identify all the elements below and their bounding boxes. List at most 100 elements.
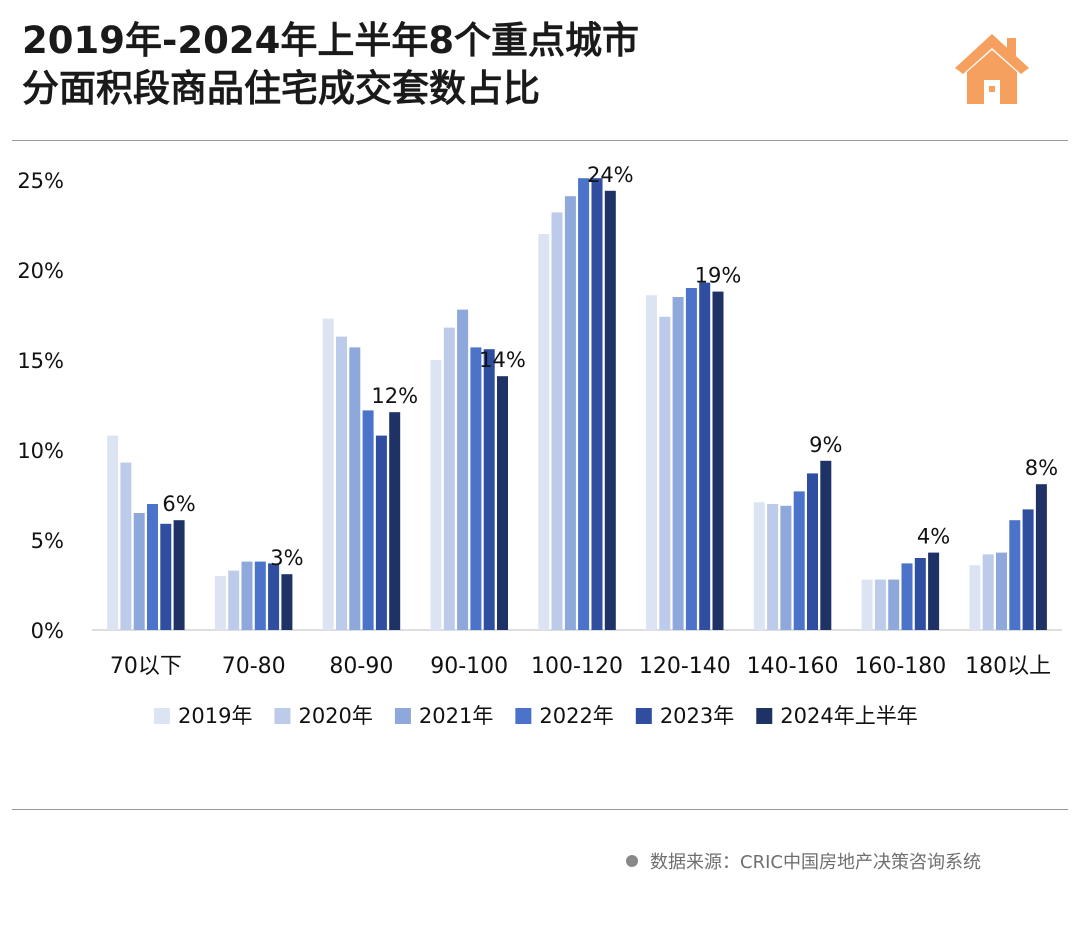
bar — [1035, 484, 1047, 630]
bar — [120, 462, 132, 630]
y-tick-label: 0% — [31, 619, 64, 643]
bar — [147, 504, 158, 630]
bar — [483, 349, 495, 630]
data-label: 24% — [587, 163, 634, 187]
bar — [888, 579, 900, 630]
legend: 2019年 2020年 2021年 2022年 2023年 2024年上半年 — [154, 704, 918, 728]
bar — [497, 376, 508, 630]
bar — [659, 316, 671, 630]
bottom-divider — [12, 809, 1068, 810]
bar — [699, 282, 711, 630]
bullet-icon — [626, 855, 638, 867]
top-divider — [12, 140, 1068, 141]
x-tick-label: 90-100 — [430, 654, 508, 679]
y-tick-label: 10% — [17, 439, 64, 463]
bar — [430, 360, 442, 630]
bar — [793, 491, 805, 630]
legend-label: 2023年 — [660, 704, 734, 728]
bar — [901, 563, 913, 630]
bar — [820, 460, 832, 630]
bar — [982, 554, 994, 630]
bar — [646, 295, 657, 630]
bar — [268, 563, 280, 630]
bar — [241, 561, 253, 630]
x-tick-label: 160-180 — [854, 654, 946, 679]
page-title-line-2: 分面积段商品住宅成交套数占比 — [22, 67, 540, 110]
legend-label: 2022年 — [539, 704, 613, 728]
data-label: 9% — [809, 433, 842, 457]
x-tick-label: 100-120 — [531, 654, 623, 679]
bar — [133, 513, 145, 630]
bar — [861, 579, 873, 630]
source-note: 数据来源：CRIC中国房地产决策咨询系统 — [626, 848, 981, 874]
bar — [564, 196, 576, 630]
y-tick-label: 15% — [17, 349, 64, 373]
source-text: 数据来源：CRIC中国房地产决策咨询系统 — [650, 852, 981, 873]
page-title-line-1: 2019年-2024年上半年8个重点城市 — [22, 19, 640, 62]
bar — [349, 347, 361, 630]
legend-swatch — [515, 708, 532, 724]
y-axis: 0% 5% 10% 15% 20% 25% — [17, 169, 64, 643]
legend-swatch — [394, 708, 411, 724]
legend-swatch — [635, 708, 652, 724]
data-label: 3% — [270, 546, 303, 570]
x-tick-label: 80-90 — [329, 654, 393, 679]
legend-swatch — [756, 708, 773, 724]
x-tick-label: 180以上 — [965, 654, 1051, 679]
bar — [578, 178, 590, 630]
bar — [928, 552, 940, 630]
bar — [551, 212, 563, 630]
data-label: 19% — [695, 264, 742, 288]
bar — [457, 309, 469, 630]
legend-label: 2021年 — [419, 704, 493, 728]
x-tick-label: 70以下 — [110, 654, 182, 679]
house-icon — [955, 34, 1029, 104]
bar — [604, 190, 616, 631]
bar — [214, 576, 226, 630]
x-tick-label: 140-160 — [747, 654, 839, 679]
legend-swatch — [154, 708, 170, 724]
bar — [160, 523, 172, 630]
data-label: 8% — [1025, 456, 1058, 480]
bar — [281, 574, 293, 630]
bar — [874, 579, 886, 630]
bar — [389, 412, 401, 630]
data-label: 4% — [917, 525, 950, 549]
bar — [228, 570, 240, 630]
y-tick-label: 25% — [17, 169, 64, 193]
bar — [362, 410, 374, 630]
bar — [807, 473, 818, 630]
data-label: 6% — [162, 492, 195, 516]
bar — [1022, 509, 1034, 630]
bar — [470, 347, 482, 630]
bar — [712, 291, 724, 630]
legend-label: 2020年 — [298, 704, 372, 728]
y-tick-label: 5% — [31, 529, 64, 553]
bar — [254, 561, 266, 630]
bar — [1009, 520, 1021, 630]
data-labels-group: 6% 3% 12% 14% 24% 19% 9% 4% 8% — [162, 163, 1058, 570]
x-tick-label: 120-140 — [639, 654, 731, 679]
legend-label: 2019年 — [178, 704, 252, 728]
bar — [672, 297, 684, 630]
data-label: 12% — [371, 384, 418, 408]
bar — [107, 435, 119, 630]
y-tick-label: 20% — [17, 259, 64, 283]
bar — [375, 435, 387, 630]
x-tick-label: 70-80 — [222, 654, 286, 679]
bar — [591, 178, 603, 630]
x-axis: 70以下 70-80 80-90 90-100 100-120 120-140 140-16… — [110, 654, 1051, 679]
bar — [173, 520, 185, 630]
legend-swatch — [274, 708, 291, 724]
bars-group — [107, 178, 1047, 631]
legend-label: 2024年上半年 — [780, 704, 917, 728]
bar — [767, 504, 779, 630]
bar — [753, 502, 765, 630]
bar — [780, 505, 792, 630]
bar — [538, 234, 550, 630]
bar — [685, 288, 697, 630]
bar — [969, 565, 981, 630]
bar — [914, 558, 926, 630]
bar — [322, 318, 334, 630]
